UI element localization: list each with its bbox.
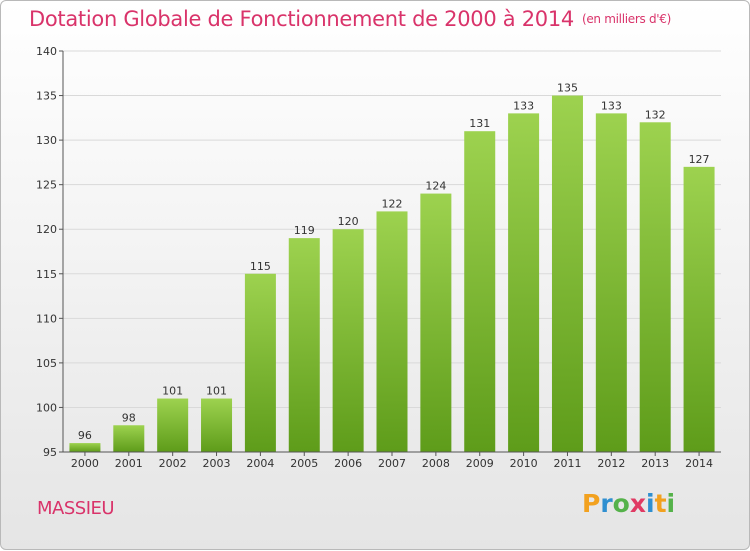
data-label: 101: [162, 385, 183, 398]
x-tick-label: 2006: [334, 457, 362, 470]
x-tick-label: 2010: [510, 457, 538, 470]
x-tick-label: 2009: [466, 457, 494, 470]
y-tick-label: 130: [36, 134, 57, 147]
data-label: 122: [382, 197, 403, 210]
data-label: 131: [469, 117, 490, 130]
bar: [551, 95, 583, 453]
x-tick-label: 2005: [290, 457, 318, 470]
bar: [683, 166, 715, 452]
bars: 96 98 101 101 115 119 120 122 124 131 133 135 133 132…: [69, 82, 715, 453]
x-tick-label: 2003: [203, 457, 231, 470]
x-tick-label: 2011: [553, 457, 581, 470]
bar: [508, 113, 540, 452]
chart-title-text: Dotation Globale de Fonctionnement de 20…: [29, 7, 574, 31]
bar: [420, 193, 452, 453]
bar: [332, 229, 364, 452]
x-tick-label: 2001: [115, 457, 143, 470]
chart-unit: (en milliers d'€): [581, 12, 671, 26]
x-tick-label: 2012: [597, 457, 625, 470]
y-tick-label: 115: [36, 268, 57, 281]
x-tick-label: 2007: [378, 457, 406, 470]
y-tick-label: 105: [36, 357, 57, 370]
logo-letter: o: [612, 489, 630, 518]
data-label: 133: [513, 99, 534, 112]
chart-title: Dotation Globale de Fonctionnement de 20…: [29, 7, 671, 31]
x-tick-label: 2013: [641, 457, 669, 470]
data-label: 133: [601, 99, 622, 112]
proxiti-logo: Proxiti: [582, 489, 675, 518]
bar: [113, 425, 145, 452]
bar: [376, 211, 408, 452]
y-tick-label: 140: [36, 45, 57, 58]
y-tick-label: 95: [43, 446, 57, 459]
bar: [244, 273, 276, 452]
x-tick-label: 2000: [71, 457, 99, 470]
bar: [69, 443, 101, 452]
logo-letter: i: [646, 489, 655, 518]
data-label: 120: [338, 215, 359, 228]
data-label: 98: [122, 411, 136, 424]
data-label: 96: [78, 429, 92, 442]
axes: 95 100 105 110 115 120 125 130 135 140 2000 2001 200…: [36, 45, 721, 470]
bar: [464, 131, 496, 452]
x-tick-label: 2002: [159, 457, 187, 470]
bar: [595, 113, 627, 452]
data-label: 132: [645, 108, 666, 121]
logo-letter: i: [666, 489, 676, 518]
logo-letter: P: [582, 489, 601, 518]
bar: [201, 398, 233, 452]
data-label: 115: [250, 260, 271, 273]
logo-letter: x: [629, 489, 646, 518]
data-label: 101: [206, 385, 227, 398]
data-label: 119: [294, 224, 315, 237]
y-tick-label: 120: [36, 223, 57, 236]
bar: [639, 122, 671, 453]
bar: [288, 238, 320, 452]
logo-letter: t: [654, 489, 667, 518]
data-label: 135: [557, 82, 578, 95]
y-tick-label: 125: [36, 179, 57, 192]
x-tick-label: 2014: [685, 457, 713, 470]
data-label: 127: [689, 153, 710, 166]
x-tick-label: 2008: [422, 457, 450, 470]
bar: [157, 398, 189, 452]
logo-letter: r: [600, 489, 613, 518]
x-tick-label: 2004: [246, 457, 274, 470]
y-tick-label: 110: [36, 312, 57, 325]
commune-name: MASSIEU: [37, 498, 115, 519]
data-label: 124: [425, 180, 446, 193]
y-tick-label: 135: [36, 90, 57, 103]
y-tick-label: 100: [36, 401, 57, 414]
